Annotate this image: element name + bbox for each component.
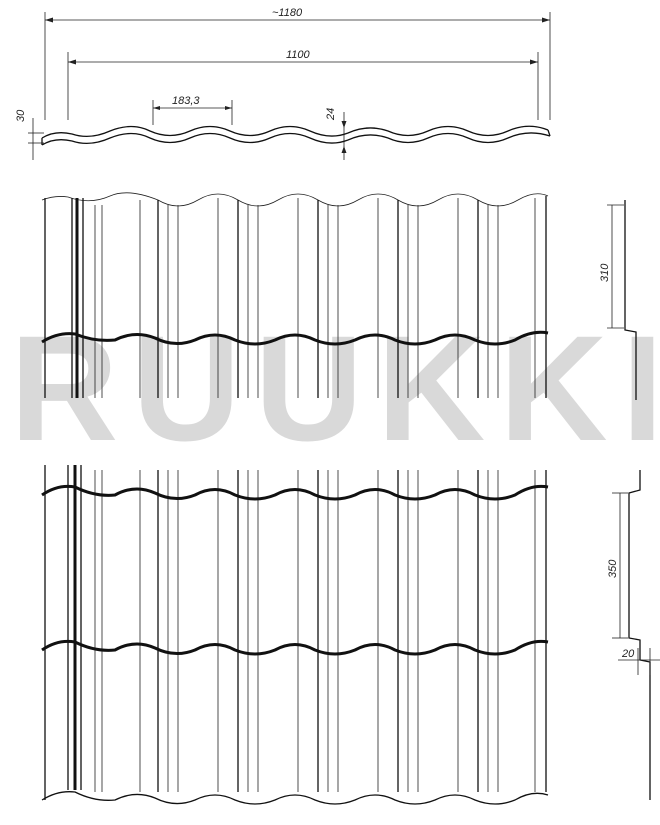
- upper-step-label: 310: [599, 263, 611, 282]
- edge-thickness-label: 30: [15, 109, 27, 122]
- module-step-label: 350: [607, 559, 619, 578]
- upper-sheet-step-wave: [41, 330, 549, 346]
- brand-watermark: RUUKKI: [10, 304, 660, 472]
- profile-height-label: 24: [325, 108, 337, 121]
- lower-sheet-step-wave-2: [41, 639, 549, 656]
- edge-thickness-dimension: 30: [15, 109, 44, 160]
- profile-wave-upper: [41, 125, 549, 139]
- profile-height-dimension: 24: [325, 108, 347, 160]
- upper-tile-sheet: [41, 192, 549, 398]
- side-section-upper: 310: [599, 200, 637, 400]
- total-width-label: ~1180: [272, 7, 303, 19]
- profile-cross-section: ~1180 1100 183,3 24 30: [15, 7, 551, 160]
- lower-sheet-bottom-edge: [41, 791, 549, 805]
- upper-sheet-ribs: [44, 196, 547, 398]
- profile-wave-lower: [41, 132, 551, 146]
- wave-pitch-label: 183,3: [172, 95, 200, 107]
- side-profile-upper-line: [624, 200, 637, 400]
- side-profile-lower-line: [628, 470, 651, 800]
- effective-width-label: 1100: [286, 49, 311, 61]
- total-width-dimension: ~1180: [44, 7, 551, 120]
- wave-pitch-dimension: 183,3: [152, 95, 233, 125]
- lower-tile-sheet: [41, 465, 549, 805]
- side-section-lower: 350 20: [607, 470, 660, 800]
- effective-width-dimension: 1100: [67, 49, 539, 120]
- lower-sheet-step-wave-1: [41, 484, 549, 501]
- lower-sheet-ribs: [44, 465, 547, 800]
- step-height-label: 20: [621, 648, 635, 660]
- upper-sheet-top-edge: [41, 192, 549, 207]
